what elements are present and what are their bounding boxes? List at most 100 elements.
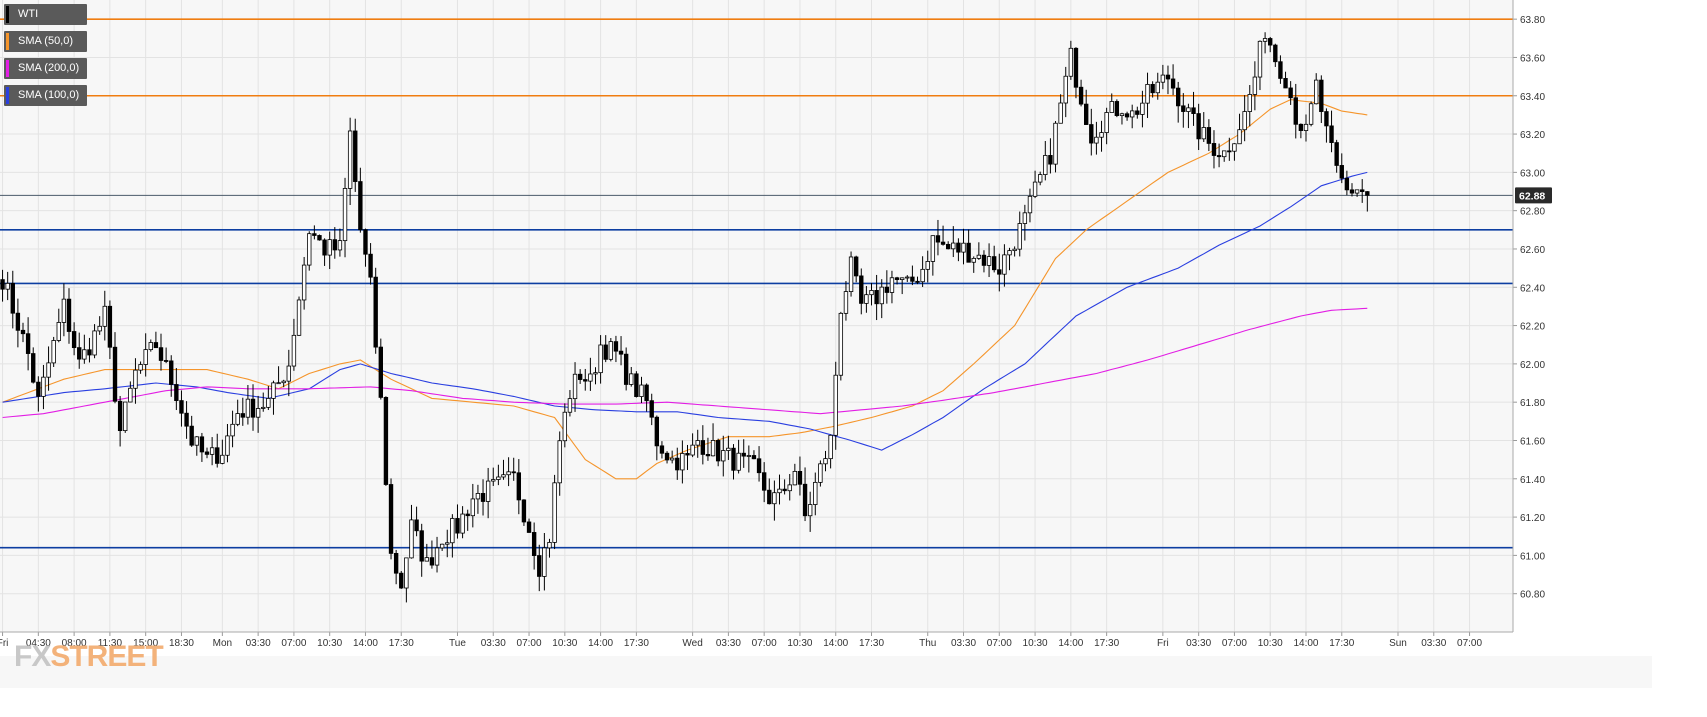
logo-prefix: FX xyxy=(14,640,51,673)
candle xyxy=(15,298,21,348)
candle xyxy=(807,491,813,532)
candle xyxy=(1022,204,1028,241)
candle-body xyxy=(5,282,10,290)
candle xyxy=(557,431,562,496)
candle xyxy=(36,376,41,412)
candle-body xyxy=(480,493,486,502)
candle xyxy=(1339,153,1344,184)
candle xyxy=(833,361,838,450)
candle-body xyxy=(307,233,312,266)
candle-body xyxy=(572,373,578,400)
candle xyxy=(956,238,961,262)
legend-swatch xyxy=(6,6,9,23)
candle xyxy=(307,231,312,271)
candle-body xyxy=(869,290,874,296)
candle-body xyxy=(848,256,854,292)
candle-body xyxy=(1032,181,1038,197)
candle xyxy=(1191,91,1196,126)
candle-body xyxy=(623,353,629,385)
candle-body xyxy=(669,457,675,461)
candle xyxy=(189,415,194,447)
candle xyxy=(951,226,956,258)
candle-body xyxy=(1145,84,1150,104)
candle-body xyxy=(393,552,399,574)
candle-body xyxy=(429,557,435,566)
candle-body xyxy=(92,330,97,356)
legend-item-sma-50[interactable]: SMA (50,0) xyxy=(4,31,88,52)
candle-body xyxy=(1007,250,1012,256)
legend-item-wti[interactable]: WTI xyxy=(4,4,88,25)
candle xyxy=(41,364,46,410)
candle xyxy=(322,238,327,266)
candle xyxy=(1140,90,1145,128)
candle-body xyxy=(813,481,818,505)
candle xyxy=(1257,40,1263,91)
candle-body xyxy=(899,277,905,280)
candle xyxy=(542,533,547,591)
candle-body xyxy=(1191,107,1196,114)
candle xyxy=(547,538,552,558)
candle-body xyxy=(41,376,46,397)
candle xyxy=(10,270,15,329)
x-tick-label: 10:30 xyxy=(552,638,577,649)
candle xyxy=(961,228,966,265)
candle-body xyxy=(363,229,368,255)
legend-swatch xyxy=(6,60,9,77)
candle-body xyxy=(56,322,61,341)
candle xyxy=(102,290,107,341)
candle-body xyxy=(271,382,276,399)
sma-line xyxy=(2,307,1368,419)
candle-body xyxy=(1176,87,1181,107)
candle-body xyxy=(322,239,327,256)
candle-body xyxy=(664,452,670,461)
candle xyxy=(31,347,36,384)
candle xyxy=(255,395,261,433)
x-tick-label: 03:30 xyxy=(246,638,271,649)
candle xyxy=(1037,171,1043,186)
candle-body xyxy=(1232,143,1237,152)
candle-body xyxy=(1273,44,1278,63)
candle xyxy=(864,285,869,313)
candle-body xyxy=(981,254,987,266)
x-tick-label: 03:30 xyxy=(1421,638,1446,649)
candle xyxy=(593,367,598,385)
candle xyxy=(853,255,859,283)
candle-body xyxy=(894,277,900,280)
x-tick-label: 17:30 xyxy=(859,638,884,649)
candle xyxy=(460,506,465,539)
candle-body xyxy=(521,499,527,523)
candle-body xyxy=(61,298,67,323)
candle xyxy=(1089,108,1094,156)
candle xyxy=(1216,143,1222,168)
candle xyxy=(1058,94,1063,124)
candle-body xyxy=(1206,127,1212,144)
candle-body xyxy=(117,400,123,432)
legend-item-sma-100[interactable]: SMA (100,0) xyxy=(4,85,88,106)
candle xyxy=(577,369,583,384)
candle-body xyxy=(654,416,660,447)
x-tick-label: 07:00 xyxy=(1222,638,1247,649)
candle xyxy=(235,399,240,427)
candle xyxy=(123,401,128,433)
candle-body xyxy=(1027,195,1033,214)
candle xyxy=(399,571,404,589)
candle-body xyxy=(1140,102,1145,115)
candle xyxy=(450,514,455,558)
candle xyxy=(1298,123,1304,139)
candle-body xyxy=(230,423,235,437)
candle xyxy=(153,331,159,349)
legend-label: SMA (200,0) xyxy=(18,62,80,74)
legend-item-sma-200[interactable]: SMA (200,0) xyxy=(4,58,88,79)
candle-body xyxy=(986,256,992,266)
x-tick-label: 10:30 xyxy=(1023,638,1048,649)
candle-body xyxy=(772,492,777,505)
candle-body xyxy=(1002,254,1007,275)
candle xyxy=(710,423,716,457)
candle xyxy=(414,506,419,537)
candle xyxy=(767,478,772,505)
candle-body xyxy=(1124,113,1130,118)
y-tick-label: 62.20 xyxy=(1520,322,1545,333)
candle xyxy=(1206,119,1212,152)
candle-body xyxy=(450,518,455,544)
